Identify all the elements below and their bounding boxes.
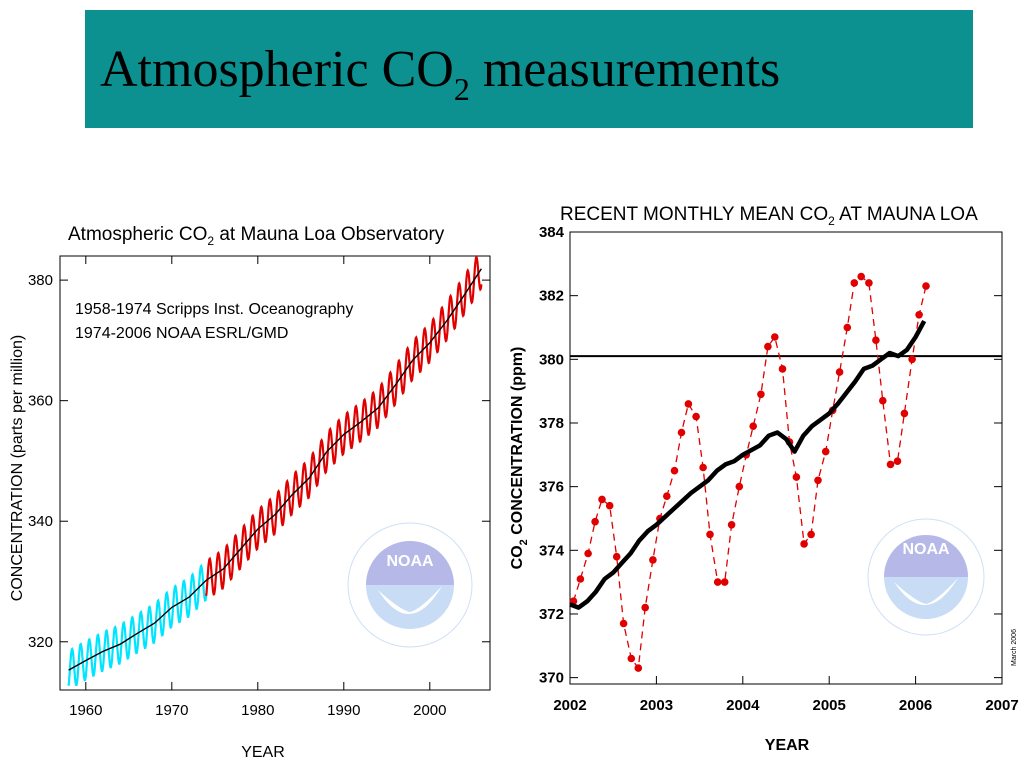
left-y-tick-label: 320: [28, 634, 53, 651]
left-x-tick-label: 2000: [413, 702, 446, 719]
left-plot-frame: [59, 255, 491, 691]
left-y-axis-label: CONCENTRATION (parts per million): [9, 335, 26, 601]
title-bar: [85, 10, 973, 128]
slide-title-rest: measurements: [469, 41, 781, 98]
left-ticks: 1960 1970 1980 1990 2000 320 340 360 380: [28, 256, 490, 719]
left-x-tick-label: 1990: [327, 702, 360, 719]
left-y-tick-label: 380: [28, 272, 53, 289]
left-x-tick-label: 1970: [155, 702, 188, 719]
left-noaa-label: NOAA: [386, 553, 434, 570]
left-annotation-1: 1958-1974 Scripps Inst. Oceanography: [75, 301, 353, 318]
left-trend-line: [68, 268, 482, 671]
slide-title: Atmospheric CO2 measurements: [100, 40, 781, 107]
left-chart-title: Atmospheric CO2 at Mauna Loa Observatory: [68, 224, 445, 248]
left-y-tick-label: 340: [28, 513, 53, 530]
left-x-tick-label: 1980: [241, 702, 274, 719]
slide-title-subscript: 2: [453, 71, 470, 107]
left-annotation-2: 1974-2006 NOAA ESRL/GMD: [75, 325, 288, 342]
left-noaa-logo: NOAA: [347, 522, 473, 648]
left-series-trend: [68, 268, 482, 671]
left-series-scripps: [67, 563, 208, 686]
left-series-line: [205, 254, 483, 597]
left-x-tick-label: 1960: [69, 702, 102, 719]
left-series-line: [67, 563, 208, 686]
left-series-noaa: [205, 254, 483, 597]
slide-title-main: Atmospheric CO: [100, 41, 454, 98]
left-x-axis-label: YEAR: [241, 744, 285, 761]
left-y-tick-label: 360: [28, 393, 53, 410]
